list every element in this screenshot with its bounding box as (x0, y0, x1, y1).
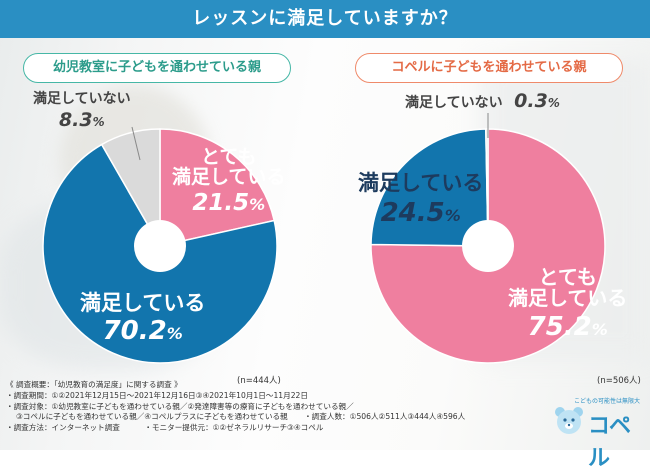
survey-count: ・調査人数：①506人②511人③444人④596人 (304, 412, 466, 422)
left-satisfied-label: 満足している 70.2% (80, 291, 206, 347)
survey-period: ・調査期間：①②2021年12月15日～2021年12月16日③④2021年10… (6, 390, 308, 400)
survey-notes: 《 調査概要：「幼児教育の満足度」に関する調査 》 ・調査期間：①②2021年1… (6, 380, 546, 434)
right-sample-size: (n=506人) (597, 376, 641, 386)
copel-logo: コペル (588, 414, 631, 471)
right-not-satisfied-label: 満足していない 0.3% (405, 90, 560, 112)
right-pie-chart (370, 128, 606, 364)
logo-tagline: こどもの可能性は無限大 (574, 398, 641, 405)
left-donut-hole (134, 220, 186, 272)
left-sample-size: (n=444人) (237, 376, 281, 386)
right-satisfied-label: 満足している 24.5% (358, 171, 484, 229)
survey-method: ・調査方法：インターネット調査 ・モニター提供元：①②ゼネラルリサーチ③④コペル (6, 423, 324, 433)
survey-target-cont: ③コペルに子どもを通わせている親／④コペルプラスに子どもを通わせている親 ・調査… (16, 412, 466, 422)
survey-monitor: ・モニター提供元：①②ゼネラルリサーチ③④コペル (144, 423, 324, 433)
right-donut-hole (462, 220, 514, 272)
left-very-satisfied-label: とても 満足している 21.5% (172, 146, 286, 216)
right-slice-satisfied (370, 128, 489, 247)
right-chart-title: コペルに子どもを通わせている親 (355, 53, 623, 83)
right-slice-very-satisfied (370, 128, 606, 364)
left-very-satisfied-value: 21.5 (192, 189, 250, 216)
copel-bear-icon (555, 407, 583, 434)
left-slice-not-satisfied (100, 128, 161, 249)
survey-notes-title: 《 調査概要：「幼児教育の満足度」に関する調査 》 (6, 380, 182, 389)
right-satisfied-value: 24.5 (380, 198, 445, 229)
left-not-satisfied-value: 8.3 (58, 108, 93, 131)
left-slice-very-satisfied (159, 128, 276, 247)
left-pie-chart (42, 128, 278, 364)
left-not-satisfied-leader-line (131, 126, 141, 161)
charts-canvas (42, 113, 606, 364)
right-very-satisfied-label: とても 満足している 75.2% (508, 265, 628, 342)
left-chart-title: 幼児教室に子どもを通わせている親 (23, 53, 291, 83)
right-not-satisfied-value: 0.3 (514, 90, 548, 112)
survey-target: ・調査対象：①幼児教室に子どもを通わせている親／②発達障害等の療育に子どもを通わ… (6, 401, 354, 411)
page-title: レッスンに満足していますか？ (0, 0, 650, 38)
left-not-satisfied-label: 満足していない 8.3% (33, 91, 131, 131)
left-satisfied-value: 70.2 (102, 316, 167, 347)
right-very-satisfied-value: 75.2 (527, 312, 592, 342)
